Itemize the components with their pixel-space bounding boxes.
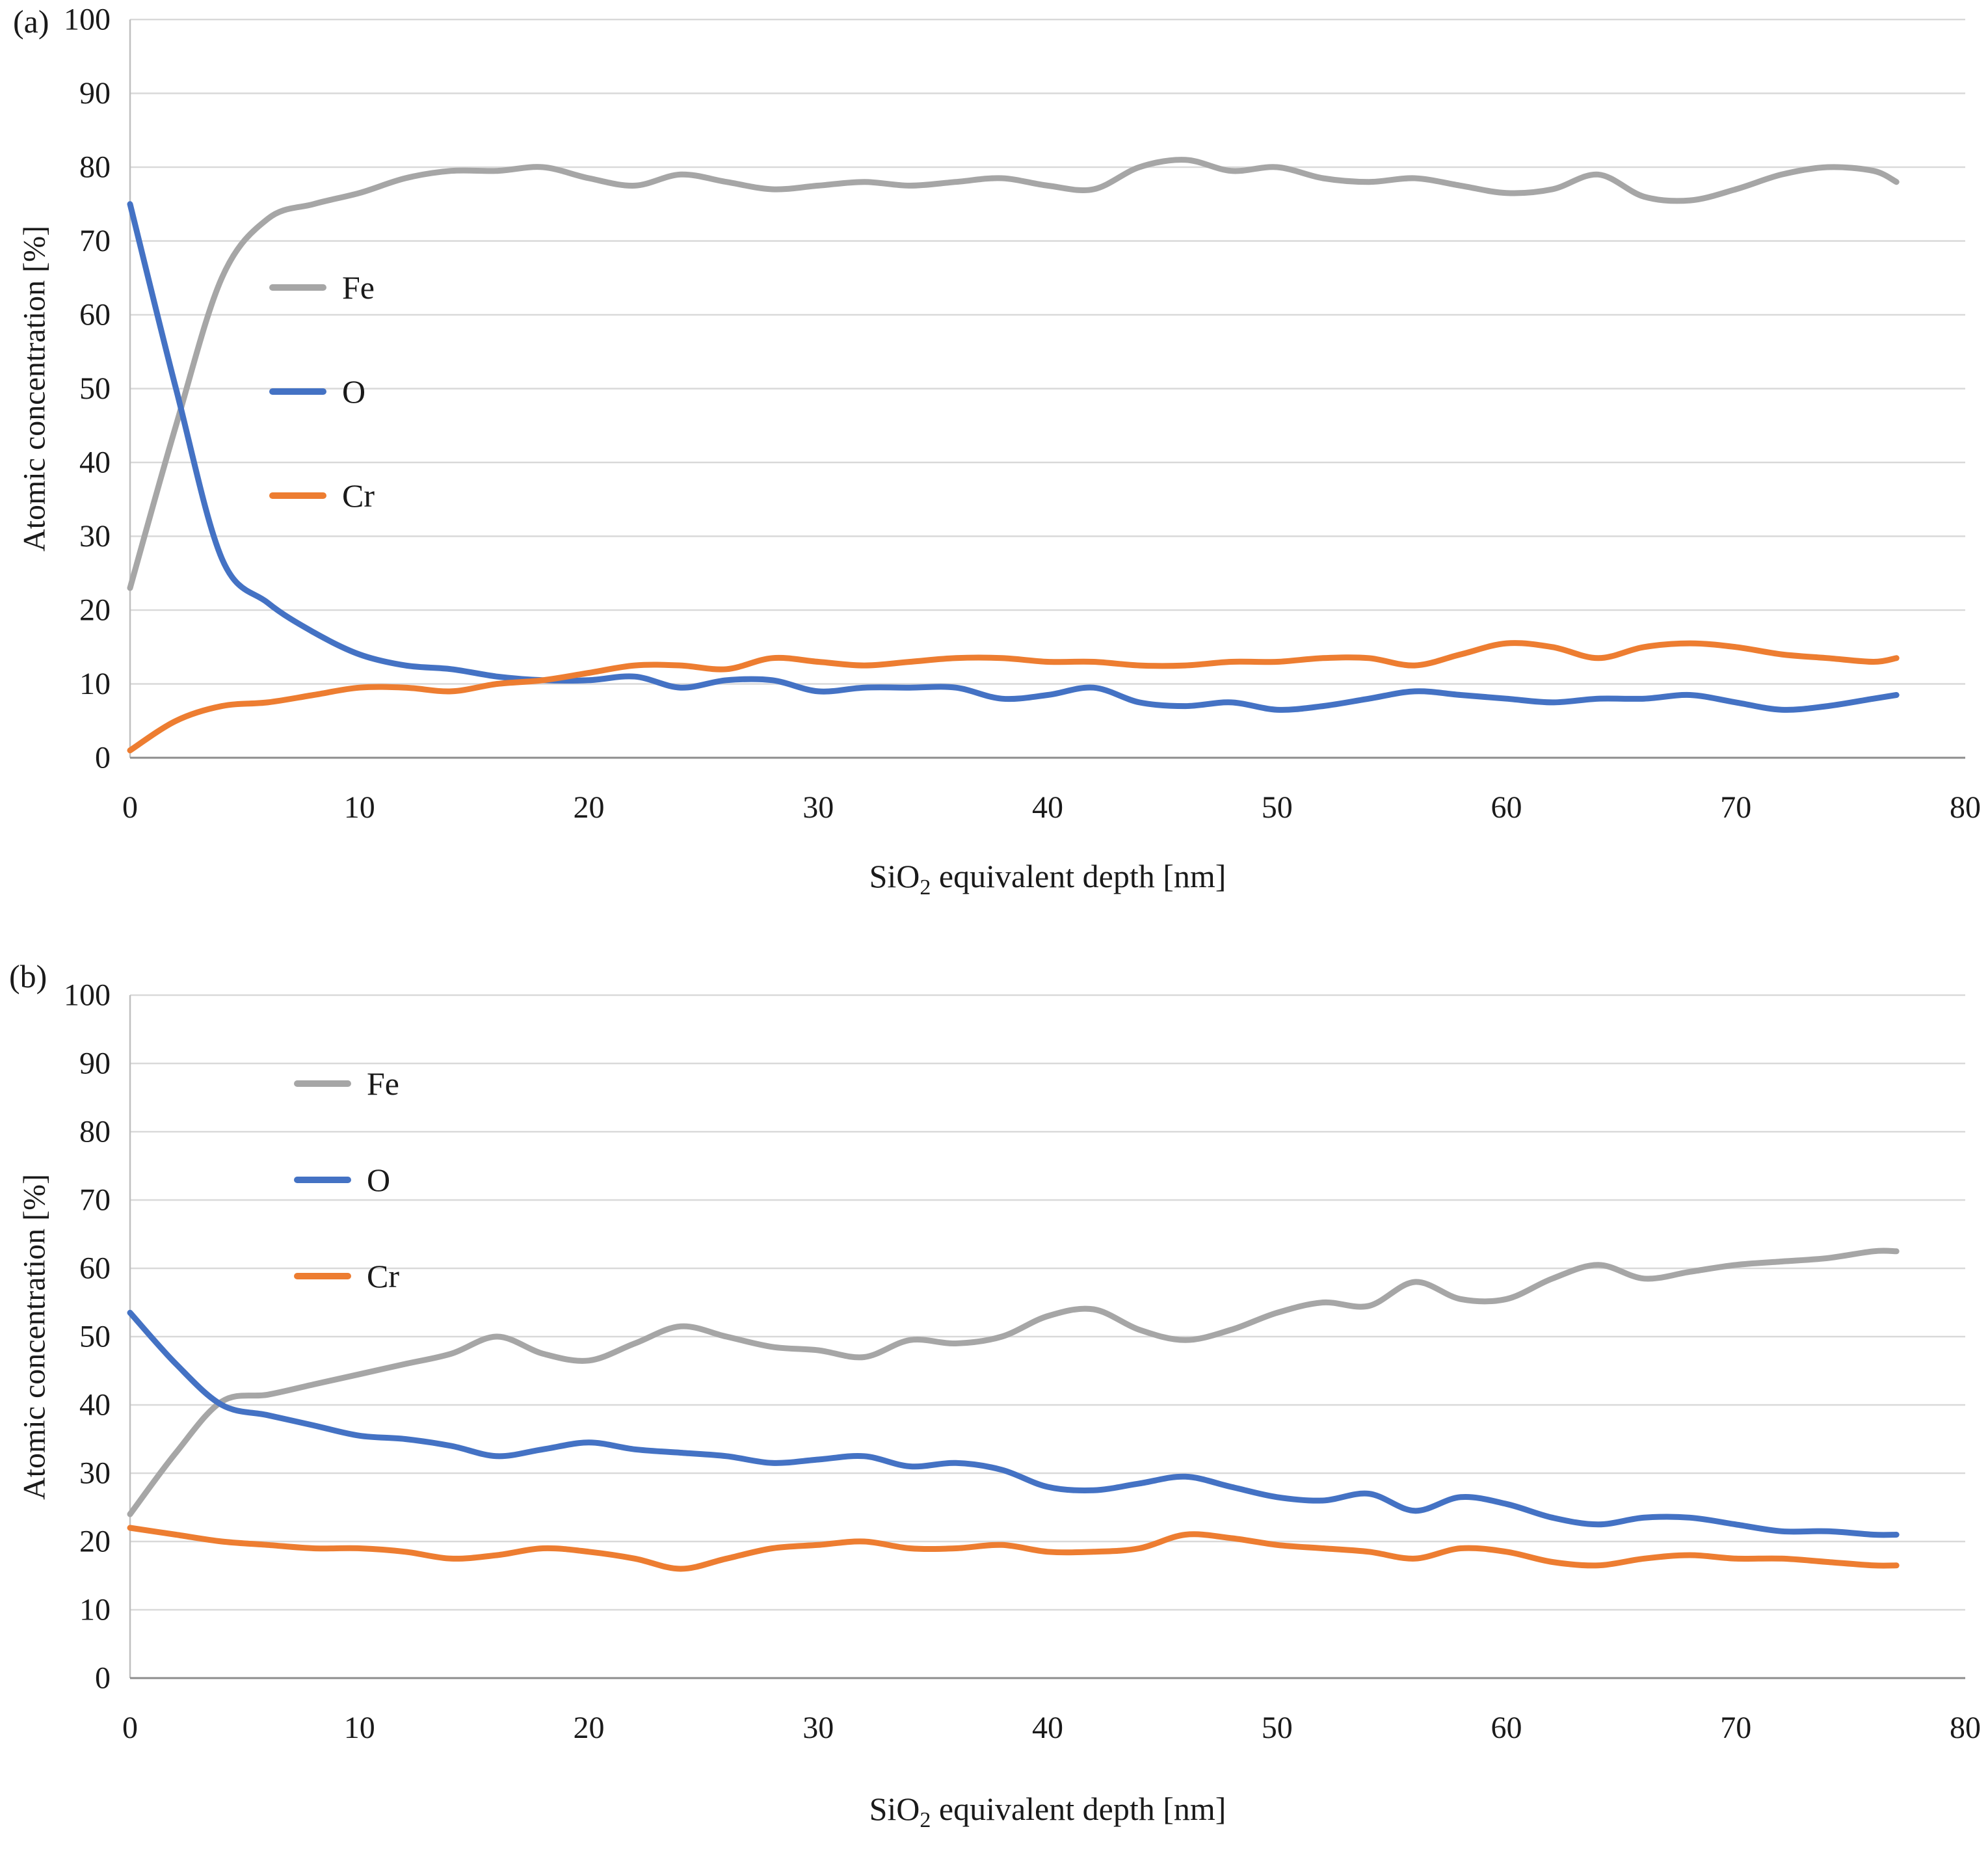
y-tick-label: 100 — [64, 3, 111, 37]
x-tick-label: 0 — [122, 790, 138, 825]
y-tick-label: 30 — [79, 519, 111, 554]
y-tick-label: 100 — [64, 978, 111, 1013]
series-line-cr — [127, 640, 1900, 754]
x-axis-title-sub: 2 — [920, 875, 931, 900]
panel-label-a: (a) — [13, 3, 49, 40]
chart-panel-b: (b) Atomic concentration [%] 0 10 20 30 40 50… — [0, 928, 1988, 1855]
y-tick-label: 80 — [79, 150, 111, 185]
chart-panel-a: (a) Atomic concentration [%] 0 10 20 30 40 50… — [13, 3, 1981, 900]
y-tick-label: 10 — [79, 1593, 111, 1627]
series-line-o — [127, 1309, 1900, 1538]
y-tick-label: 0 — [95, 1661, 111, 1696]
x-tick-label: 60 — [1491, 790, 1522, 825]
y-tick-label: 90 — [79, 76, 111, 111]
x-tick-label: 50 — [1262, 790, 1293, 825]
x-tick-label: 10 — [344, 1711, 375, 1745]
y-tick-label: 40 — [79, 1388, 111, 1422]
x-axis-title-pre: SiO — [869, 1791, 920, 1827]
x-tick-label: 40 — [1032, 790, 1063, 825]
y-tick-label: 30 — [79, 1456, 111, 1491]
x-axis-title-a: SiO2 equivalent depth [nm] — [869, 857, 1226, 900]
series-line-fe — [127, 157, 1900, 591]
y-tick-label: 50 — [79, 371, 111, 406]
x-tick-label: 50 — [1262, 1711, 1293, 1745]
y-tick-label: 60 — [79, 1251, 111, 1286]
x-tick-label: 80 — [1950, 790, 1981, 825]
series-line-fe — [127, 1248, 1900, 1517]
x-axis-title-pre: SiO — [869, 858, 920, 894]
y-tick-label: 20 — [79, 593, 111, 628]
x-tick-label: 0 — [122, 1711, 138, 1745]
x-tick-label: 40 — [1032, 1711, 1063, 1745]
y-tick-label: 0 — [95, 741, 111, 775]
x-axis-title-post: equivalent depth [nm] — [931, 1791, 1226, 1827]
plot-area-b: 0 10 20 30 40 50 60 70 80 90 100 0 10 20 30 40 50 60 70 80 — [64, 978, 1981, 1746]
y-tick-label: 40 — [79, 446, 111, 480]
series-line-cr — [127, 1525, 1900, 1572]
y-tick-label: 70 — [79, 224, 111, 258]
x-tick-label: 20 — [574, 790, 605, 825]
x-axis-title-post: equivalent depth [nm] — [931, 858, 1226, 894]
y-tick-label: 70 — [79, 1183, 111, 1218]
y-tick-label: 90 — [79, 1047, 111, 1081]
x-tick-label: 80 — [1950, 1711, 1981, 1745]
x-axis-title-b: SiO2 equivalent depth [nm] — [869, 1790, 1226, 1833]
x-tick-label: 30 — [802, 1711, 834, 1745]
series-line-o — [127, 201, 1900, 713]
x-tick-label: 10 — [344, 790, 375, 825]
x-tick-label: 70 — [1720, 1711, 1751, 1745]
x-tick-label: 70 — [1720, 790, 1751, 825]
x-tick-label: 60 — [1491, 1711, 1522, 1745]
y-tick-label: 50 — [79, 1320, 111, 1354]
y-tick-label: 10 — [79, 667, 111, 701]
y-tick-label: 60 — [79, 298, 111, 332]
panel-label-b: (b) — [9, 958, 47, 994]
x-axis-title-sub: 2 — [920, 1808, 931, 1832]
y-tick-label: 20 — [79, 1525, 111, 1559]
y-tick-label: 80 — [79, 1115, 111, 1149]
x-tick-label: 30 — [802, 790, 834, 825]
x-tick-label: 20 — [574, 1711, 605, 1745]
plot-area-a: 0 10 20 30 40 50 60 70 80 90 100 0 10 20 30 40 50 60 70 80 — [64, 3, 1981, 825]
